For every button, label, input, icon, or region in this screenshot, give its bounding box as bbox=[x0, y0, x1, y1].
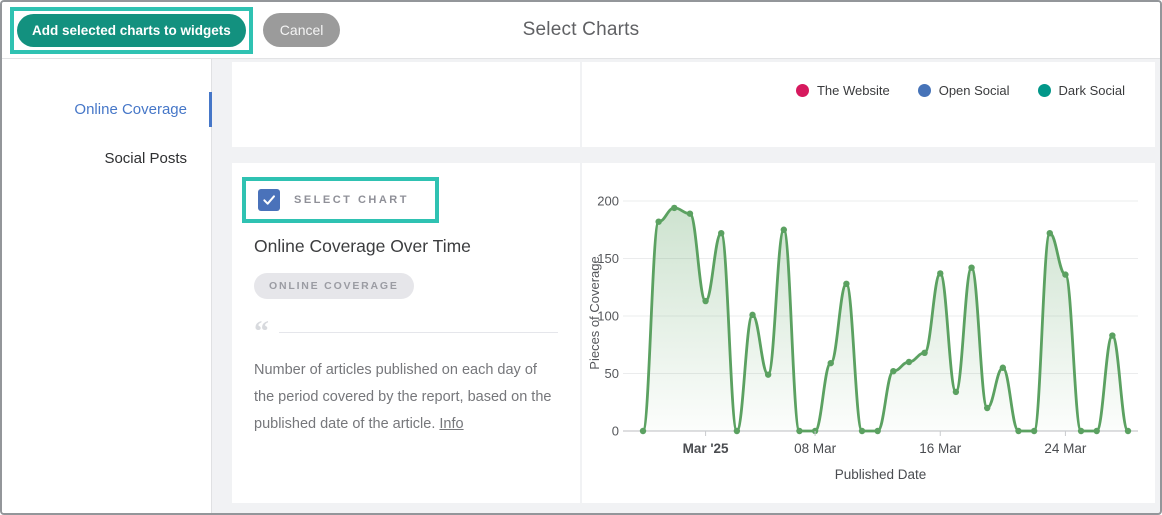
header-bar: Add selected charts to widgets Cancel Se… bbox=[2, 2, 1160, 59]
select-chart-checkbox[interactable] bbox=[258, 189, 280, 211]
svg-text:16 Mar: 16 Mar bbox=[919, 441, 962, 456]
online-coverage-badge: ONLINE COVERAGE bbox=[254, 273, 414, 299]
online-coverage-chart-row: SELECT CHART Online Coverage Over Time O… bbox=[232, 163, 1155, 503]
chart-title: Online Coverage Over Time bbox=[254, 236, 471, 256]
divider-line bbox=[279, 331, 558, 333]
cancel-button[interactable]: Cancel bbox=[262, 13, 341, 47]
select-chart-label: SELECT CHART bbox=[294, 194, 409, 206]
legend-item-open-social: Open Social bbox=[917, 83, 1010, 98]
svg-text:24 Mar: 24 Mar bbox=[1044, 441, 1087, 456]
svg-text:Pieces of Coverage: Pieces of Coverage bbox=[587, 256, 602, 369]
previous-chart-row: The Website Open Social Dark Social bbox=[232, 62, 1155, 147]
checkmark-icon bbox=[263, 195, 275, 205]
svg-text:50: 50 bbox=[605, 366, 619, 381]
main-panel: The Website Open Social Dark Social bbox=[212, 59, 1160, 513]
legend-label: Dark Social bbox=[1058, 83, 1125, 98]
svg-text:Published Date: Published Date bbox=[835, 467, 927, 482]
chart-description-text: Number of articles published on each day… bbox=[254, 362, 552, 432]
svg-text:100: 100 bbox=[597, 309, 619, 324]
content-area: Online Coverage Social Posts The Website bbox=[2, 59, 1160, 513]
chart-legend: The Website Open Social Dark Social bbox=[795, 83, 1125, 98]
quote-divider: “ bbox=[254, 315, 558, 348]
legend-label: The Website bbox=[816, 83, 890, 98]
legend-dot-the-website bbox=[795, 84, 809, 97]
legend-item-the-website: The Website bbox=[795, 83, 890, 98]
chart-description: Number of articles published on each day… bbox=[254, 357, 558, 437]
svg-text:Mar '25: Mar '25 bbox=[683, 441, 729, 456]
legend-item-dark-social: Dark Social bbox=[1037, 83, 1125, 98]
coverage-chart: 0 50 100 150 200 Mar '25 08 Mar 16 Mar 24 Mar Pub… bbox=[585, 169, 1155, 485]
legend-dot-dark-social bbox=[1037, 84, 1051, 97]
annotation-highlight-select-chart: SELECT CHART bbox=[242, 177, 439, 223]
info-link[interactable]: Info bbox=[439, 415, 464, 432]
sidebar: Online Coverage Social Posts bbox=[2, 59, 212, 513]
quote-icon: “ bbox=[254, 315, 269, 348]
svg-text:150: 150 bbox=[597, 251, 619, 266]
previous-chart-legend-card: The Website Open Social Dark Social bbox=[582, 62, 1155, 147]
chart-detail-card: SELECT CHART Online Coverage Over Time O… bbox=[232, 163, 580, 503]
previous-chart-info-card bbox=[232, 62, 580, 147]
sidebar-item-social-posts[interactable]: Social Posts bbox=[104, 150, 187, 167]
legend-label: Open Social bbox=[938, 83, 1010, 98]
svg-text:0: 0 bbox=[612, 424, 619, 439]
sidebar-item-online-coverage[interactable]: Online Coverage bbox=[2, 89, 212, 130]
chart-card: 0 50 100 150 200 Mar '25 08 Mar 16 Mar 24 Mar Pub… bbox=[582, 163, 1155, 503]
svg-text:200: 200 bbox=[597, 194, 619, 209]
annotation-highlight-add-button: Add selected charts to widgets bbox=[10, 6, 253, 54]
svg-text:08 Mar: 08 Mar bbox=[794, 441, 837, 456]
legend-dot-open-social bbox=[917, 84, 931, 97]
add-selected-charts-button[interactable]: Add selected charts to widgets bbox=[17, 13, 246, 47]
